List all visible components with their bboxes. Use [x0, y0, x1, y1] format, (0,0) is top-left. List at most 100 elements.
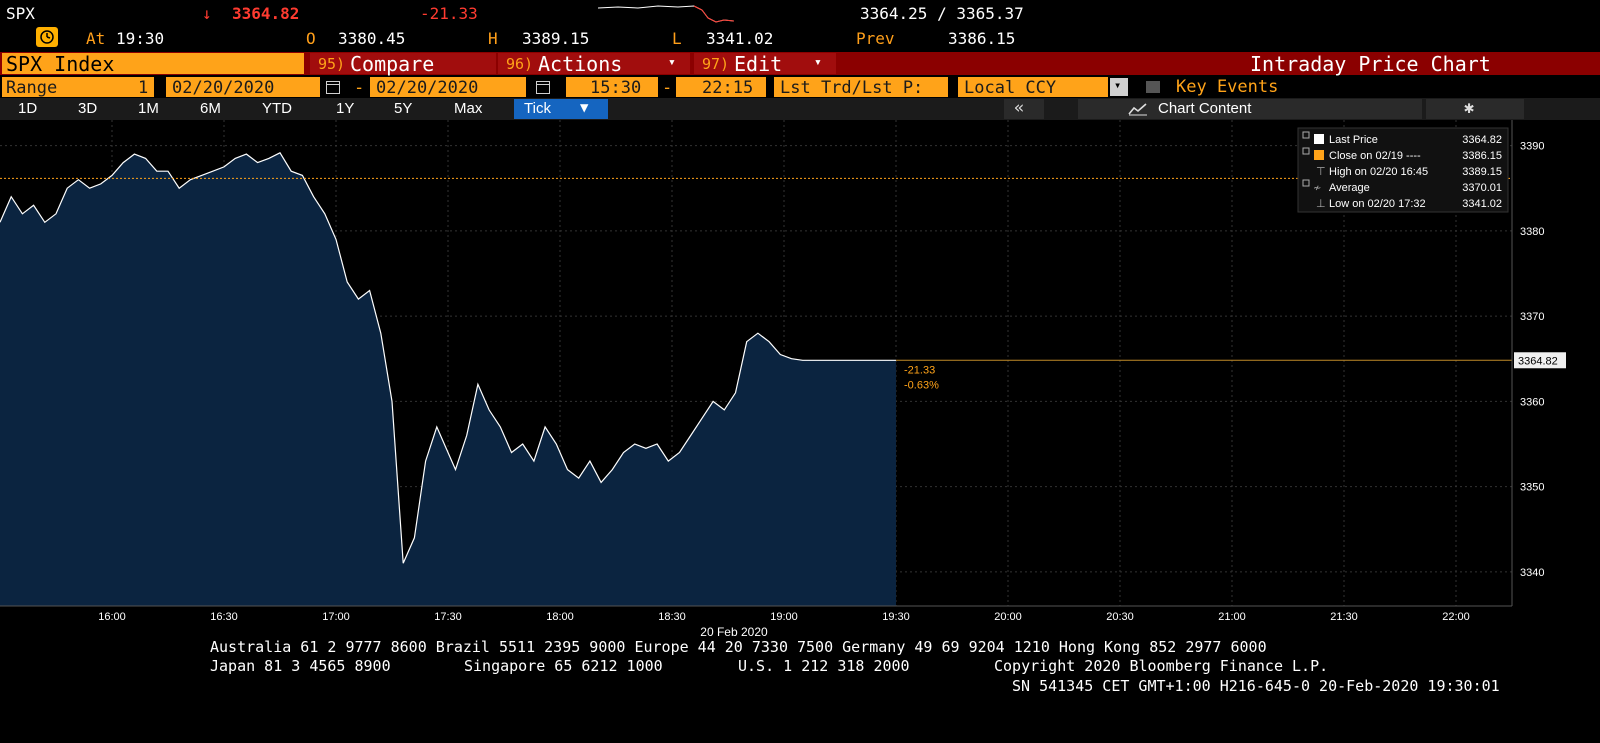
- bid-ask: 3364.25 / 3365.37: [860, 4, 1024, 23]
- clock-icon[interactable]: [36, 27, 58, 47]
- y-tick-label: 3360: [1520, 396, 1544, 408]
- prev-value: 3386.15: [948, 29, 1016, 48]
- tab-ytd[interactable]: YTD: [262, 100, 292, 117]
- legend-high-label: High on 02/20 16:45: [1329, 166, 1428, 178]
- x-tick-label: 17:00: [322, 611, 350, 623]
- security-field[interactable]: [2, 53, 304, 74]
- x-tick-label: 18:00: [546, 611, 574, 623]
- chart-content-label: Chart Content: [1158, 100, 1252, 117]
- low-value: 3341.02: [706, 29, 774, 48]
- footer-phones-1: Australia 61 2 9777 8600 Brazil 5511 239…: [210, 638, 1267, 656]
- currency-dropdown-button[interactable]: ▾: [1110, 78, 1128, 96]
- footer-session: SN 541345 CET GMT+1:00 H216-645-0 20-Feb…: [1012, 677, 1500, 695]
- legend-last-label: Last Price: [1329, 134, 1378, 146]
- date-label: 20 Feb 2020: [700, 625, 768, 639]
- y-tick-label: 3390: [1520, 141, 1544, 153]
- actions-chevron-down-icon: ▾: [668, 55, 676, 70]
- x-tick-label: 20:00: [994, 611, 1022, 623]
- low-marker-icon: ⊥: [1316, 198, 1326, 210]
- tab-tick[interactable]: [514, 99, 608, 119]
- edit-chevron-down-icon: ▾: [814, 55, 822, 70]
- footer-us: U.S. 1 212 318 2000: [738, 657, 910, 675]
- legend-avg-value: 3370.01: [1462, 182, 1502, 194]
- mini-sparkline: [598, 5, 734, 23]
- tab-1m[interactable]: 1M: [138, 100, 159, 117]
- start-time: 15:30: [590, 78, 642, 98]
- start-date-field[interactable]: [166, 77, 320, 97]
- ticker: SPX: [6, 4, 35, 23]
- change-annotation: -21.33: [904, 364, 935, 376]
- field-value: Lst Trd/Lst P:: [780, 78, 924, 98]
- tab-6m[interactable]: 6M: [200, 100, 221, 117]
- down-arrow-icon: ↓: [202, 4, 212, 23]
- legend-close-value: 3386.15: [1462, 150, 1502, 162]
- price-line: [0, 152, 896, 564]
- calendar-icon[interactable]: [536, 81, 550, 94]
- compare-num: 95): [318, 55, 346, 73]
- change-pct-annotation: -0.63%: [904, 379, 939, 391]
- prev-label: Prev: [856, 29, 895, 48]
- currency-select[interactable]: [958, 77, 1108, 97]
- range-count[interactable]: 1: [138, 78, 149, 98]
- actions-button[interactable]: [498, 53, 690, 74]
- tab-3d[interactable]: 3D: [78, 100, 98, 117]
- open-label: O: [306, 29, 316, 48]
- x-axis: 16:00 16:30 17:00 17:30 18:00 18:30 19:00 19:30…: [98, 611, 1470, 623]
- settings-button[interactable]: [1426, 99, 1524, 119]
- y-tick-label: 3350: [1520, 482, 1544, 494]
- legend[interactable]: Last Price 3364.82 Close on 02/19 ---- 3…: [1297, 127, 1509, 213]
- range-dash: -: [354, 78, 365, 98]
- screen-title: Intraday Price Chart: [1250, 52, 1491, 76]
- x-tick-label: 19:00: [770, 611, 798, 623]
- high-value: 3389.15: [522, 29, 590, 48]
- intraday-chart[interactable]: 3340 3350 3360 3370 3380 3390 16:00 16:30 17:00…: [0, 120, 1600, 640]
- field-select[interactable]: [774, 77, 948, 97]
- high-label: H: [488, 29, 498, 48]
- end-time-field[interactable]: [676, 77, 766, 97]
- footer-singapore: Singapore 65 6212 1000: [464, 657, 663, 675]
- end-date-field[interactable]: [370, 77, 526, 97]
- collapse-button[interactable]: [1004, 99, 1044, 119]
- y-tick-label: 3380: [1520, 226, 1544, 238]
- chevron-down-icon: ▾: [1114, 78, 1122, 92]
- range-dash-2: -: [662, 78, 673, 98]
- last-price-swatch: [1314, 134, 1324, 144]
- edit-button[interactable]: [694, 53, 836, 74]
- footer-japan: Japan 81 3 4565 8900: [210, 657, 391, 675]
- net-change: -21.33: [420, 4, 478, 23]
- x-tick-label: 19:30: [882, 611, 910, 623]
- x-tick-label: 22:00: [1442, 611, 1470, 623]
- tab-1d[interactable]: 1D: [18, 100, 38, 117]
- legend-low-label: Low on 02/20 17:32: [1329, 198, 1426, 210]
- high-marker-icon: ⊤: [1316, 166, 1326, 178]
- x-tick-label: 21:00: [1218, 611, 1246, 623]
- start-date: 02/20/2020: [172, 78, 275, 98]
- last-price-tag: [1514, 352, 1566, 369]
- close-swatch: [1314, 150, 1324, 160]
- chart-content-button[interactable]: [1078, 99, 1422, 119]
- average-marker-icon: ≁: [1313, 183, 1321, 194]
- currency-value: Local CCY: [964, 78, 1057, 98]
- end-time: 22:15: [702, 78, 754, 98]
- y-axis: 3340 3350 3360 3370 3380 3390: [1520, 141, 1544, 579]
- y-tick-label: 3340: [1520, 567, 1544, 579]
- tick-chevron-down-icon: ▼: [580, 100, 589, 116]
- gear-icon: ✱: [1464, 98, 1475, 118]
- at-label: At: [86, 29, 106, 48]
- legend-low-value: 3341.02: [1462, 198, 1502, 210]
- tab-max[interactable]: Max: [454, 100, 483, 117]
- tab-5y[interactable]: 5Y: [394, 100, 413, 117]
- chart-content-icon: [1128, 103, 1147, 116]
- compare-button[interactable]: [310, 53, 496, 74]
- key-events-checkbox[interactable]: [1146, 81, 1160, 93]
- legend-close-label: Close on 02/19 ----: [1329, 150, 1421, 162]
- edit-num: 97): [702, 55, 730, 73]
- tick-label: Tick: [524, 100, 551, 117]
- calendar-icon[interactable]: [326, 81, 340, 94]
- x-tick-label: 17:30: [434, 611, 462, 623]
- x-tick-label: 20:30: [1106, 611, 1134, 623]
- tab-1y[interactable]: 1Y: [336, 100, 355, 117]
- footer-copyright: Copyright 2020 Bloomberg Finance L.P.: [994, 657, 1329, 675]
- key-events-label: Key Events: [1176, 77, 1279, 97]
- start-time-field[interactable]: [566, 77, 658, 97]
